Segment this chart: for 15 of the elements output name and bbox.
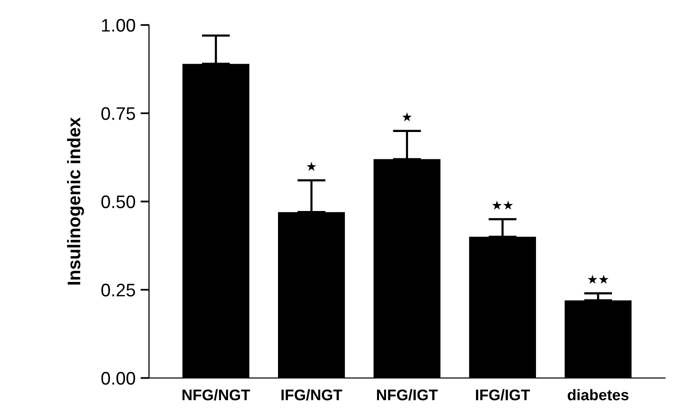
y-tick-label: 0.25 [101, 284, 136, 296]
x-tick-label: NFG/IGT [377, 389, 438, 400]
annotation: ★★ [588, 274, 609, 284]
y-tick-label: 1.00 [102, 18, 136, 32]
x-tick-label: IFG/NGT [281, 389, 342, 400]
y-tick-label: 0.00 [101, 372, 136, 385]
x-tick-label: NFG/NGT [182, 389, 250, 400]
annotation: ★ [306, 162, 316, 171]
x-tick-label: IFG/IGT [476, 389, 530, 400]
annotation: ★ [402, 112, 412, 122]
y-tick-label: 0.50 [101, 195, 136, 208]
y-tick-label: 0.75 [101, 107, 136, 120]
annotation: ★★ [492, 200, 513, 210]
y-axis-title: Insulinogenic index [67, 117, 84, 285]
x-tick-label: diabetes [568, 389, 628, 400]
